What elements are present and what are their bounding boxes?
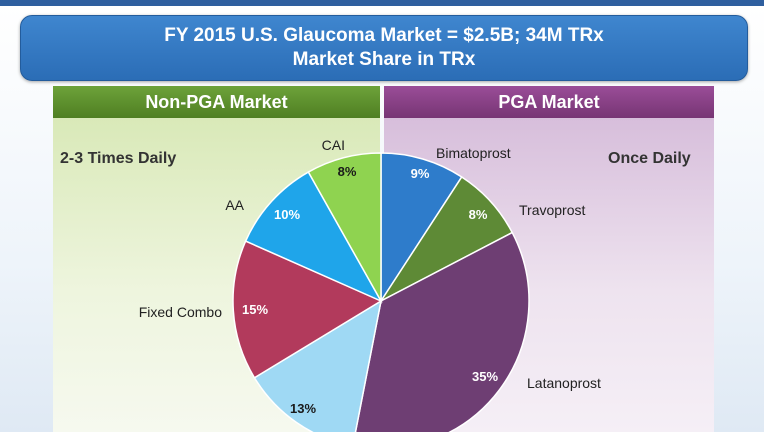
- slice-value-label: 10%: [274, 207, 300, 222]
- title-line-2: Market Share in TRx: [292, 49, 476, 70]
- pie-slice-latanoprost: [354, 231, 530, 432]
- slice-value-label: 15%: [242, 302, 268, 317]
- slice-value-label: 35%: [472, 369, 498, 384]
- slice-category-label: Latanoprost: [527, 375, 601, 391]
- pie-slice-unlabeled: [253, 299, 383, 432]
- pie-slice-fixed-combo: [232, 240, 383, 379]
- pga-header: PGA Market: [384, 86, 714, 118]
- pie-slice-aa: [244, 171, 383, 303]
- title-line-1: FY 2015 U.S. Glaucoma Market = $2.5B; 34…: [164, 25, 604, 46]
- pie-slice-cai: [307, 152, 382, 304]
- slice-value-label: 8%: [338, 164, 357, 179]
- pie-slice-bimatoprost: [380, 152, 463, 304]
- non-pga-header: Non-PGA Market: [53, 86, 380, 118]
- pga-frequency: Once Daily: [608, 150, 691, 167]
- top-rule: [0, 0, 764, 6]
- title-banner: FY 2015 U.S. Glaucoma Market = $2.5B; 34…: [20, 15, 748, 81]
- slice-category-label: CAI: [322, 137, 345, 153]
- slice-category-label: Travoprost: [519, 202, 586, 218]
- slice-category-label: AA: [225, 197, 244, 213]
- slice-category-label: Fixed Combo: [139, 304, 222, 320]
- slice-value-label: 8%: [469, 207, 488, 222]
- non-pga-frequency: 2-3 Times Daily: [60, 150, 177, 167]
- slice-value-label: 13%: [290, 401, 316, 416]
- slice-value-label: 9%: [411, 166, 430, 181]
- slice-category-label: Bimatoprost: [436, 145, 511, 161]
